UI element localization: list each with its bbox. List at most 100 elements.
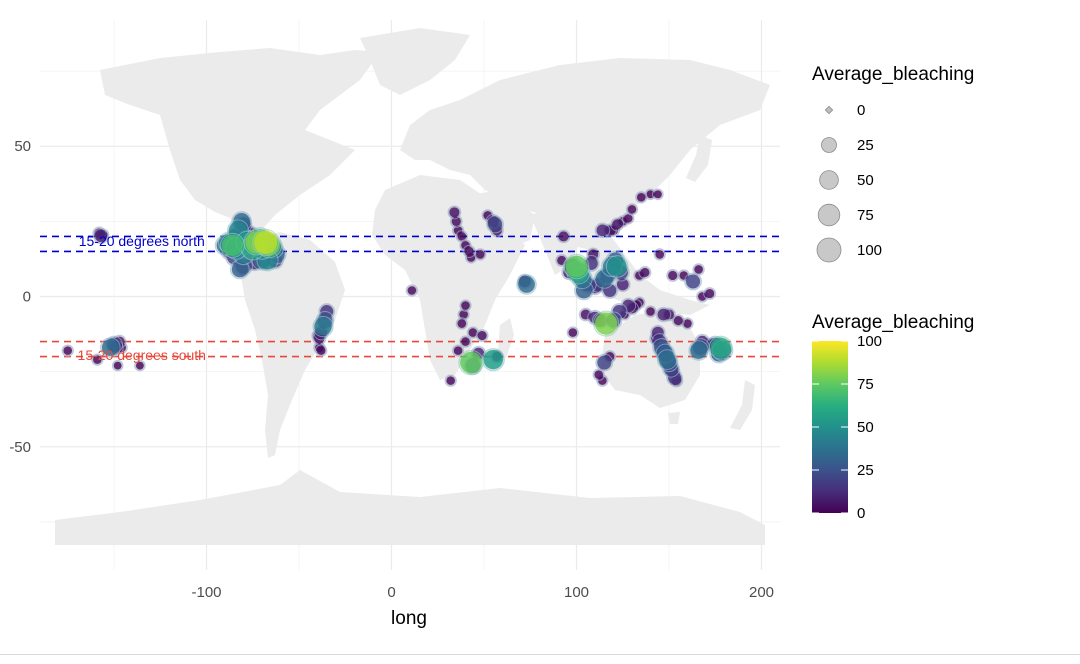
data-point (668, 270, 678, 281)
data-point (657, 308, 670, 321)
data-point (646, 307, 655, 316)
data-point (654, 190, 662, 199)
data-point (477, 331, 487, 341)
data-point (694, 265, 703, 274)
size-legend-key (819, 170, 839, 190)
data-point (607, 257, 627, 276)
annotation-label: 15-20 degrees north (79, 233, 205, 249)
data-point (136, 361, 144, 370)
data-point (453, 346, 463, 355)
data-point (460, 351, 482, 374)
data-point (93, 355, 102, 364)
data-point (461, 337, 470, 346)
size-legend-title: Average_bleaching (812, 64, 974, 85)
size-legend-items: 0 25 50 75 100 (816, 102, 882, 263)
data-point (705, 288, 715, 299)
colorbar-tick-label: 50 (857, 419, 874, 436)
land-madagascar (498, 318, 514, 358)
color-legend: Average_bleaching 0 25 50 75 100 (812, 312, 974, 522)
scatter-points (61, 188, 734, 388)
land-eurasia (400, 58, 770, 250)
colorbar-ticks: 0 25 50 75 100 (812, 333, 882, 522)
colorbar-tick-label: 0 (857, 505, 865, 522)
y-tick-label: 0 (23, 289, 31, 306)
data-point (622, 299, 635, 312)
data-point (673, 315, 683, 326)
land-antarctica (55, 470, 765, 545)
data-point (476, 250, 485, 259)
data-point (446, 376, 455, 385)
size-legend-label: 100 (857, 242, 882, 259)
data-point (603, 284, 617, 297)
data-point (690, 342, 707, 359)
colorbar-tick-label: 100 (857, 333, 882, 350)
x-tick-label: 100 (564, 584, 589, 601)
data-point (488, 217, 503, 232)
data-point (595, 312, 618, 335)
size-legend-label: 25 (857, 137, 874, 154)
data-point (612, 219, 623, 230)
data-point (624, 214, 633, 223)
y-axis-ticks: -50 0 50 (9, 138, 31, 456)
x-tick-label: 200 (749, 584, 774, 601)
data-point (655, 250, 665, 259)
x-axis-ticks: -100 0 100 200 (191, 584, 774, 601)
data-point (457, 232, 467, 241)
data-point (316, 346, 326, 355)
data-point (468, 328, 478, 337)
size-legend-key (821, 137, 837, 153)
size-legend-key (816, 237, 842, 263)
data-point (254, 230, 278, 254)
colorbar-tick-label: 25 (857, 462, 874, 479)
data-point (596, 224, 609, 237)
data-point (221, 234, 243, 256)
data-point (686, 274, 701, 289)
y-tick-label: -50 (9, 439, 31, 456)
annotations: 15-20 degrees north 15-20 degrees south (78, 233, 206, 363)
data-point (407, 286, 417, 295)
x-tick-label: -100 (191, 584, 221, 601)
data-point (457, 319, 467, 328)
annotation-label: 15-20 degrees south (78, 347, 206, 363)
data-point (565, 255, 588, 278)
data-point (594, 370, 603, 379)
data-point (231, 261, 248, 278)
size-legend-key (824, 105, 834, 115)
data-point (658, 351, 676, 368)
data-point (461, 301, 470, 310)
land-greenland (360, 28, 470, 95)
data-point (483, 349, 503, 370)
data-point (636, 193, 646, 202)
y-tick-label: 50 (14, 138, 31, 155)
data-point (683, 319, 692, 328)
data-point (568, 328, 578, 337)
data-point (518, 276, 535, 293)
data-point (95, 230, 107, 243)
land-tasmania (668, 412, 680, 424)
data-point (101, 339, 119, 356)
data-point (640, 267, 650, 278)
x-axis-title: long (391, 608, 427, 629)
data-point (597, 355, 612, 370)
data-point (580, 309, 591, 320)
land-new-zealand (730, 380, 755, 430)
size-legend-label: 0 (857, 102, 865, 119)
data-point (698, 292, 707, 301)
window-bottom-border (0, 654, 1080, 655)
data-point (113, 361, 122, 370)
data-point (558, 231, 569, 242)
size-legend-label: 75 (857, 207, 874, 224)
land-south-america (240, 232, 345, 458)
data-point (314, 317, 332, 336)
data-point (710, 337, 731, 358)
data-point (464, 246, 474, 256)
color-legend-title: Average_bleaching (812, 312, 974, 333)
colorbar-tick-label: 75 (857, 376, 874, 393)
data-point (449, 207, 460, 218)
land-north-america (100, 48, 380, 238)
data-point (63, 346, 73, 355)
size-legend-label: 50 (857, 172, 874, 189)
data-point (616, 278, 629, 291)
x-tick-label: 0 (387, 584, 395, 601)
